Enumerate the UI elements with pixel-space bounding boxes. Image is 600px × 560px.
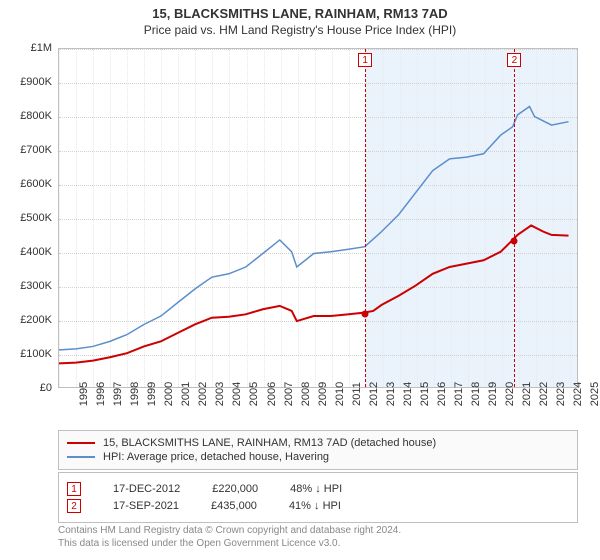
- y-tick-label: £400K: [20, 246, 52, 258]
- title-line-2: Price paid vs. HM Land Registry's House …: [0, 23, 600, 37]
- transaction-delta: 48% ↓ HPI: [290, 483, 342, 495]
- transactions-block: 1 17-DEC-2012 £220,000 48% ↓ HPI 2 17-SE…: [58, 472, 578, 523]
- legend-swatch-price: [67, 442, 95, 444]
- y-tick-label: £0: [40, 382, 52, 394]
- series-hpi: [59, 106, 569, 349]
- attribution-line-2: This data is licensed under the Open Gov…: [58, 537, 578, 550]
- chart-marker-dot-2: [511, 238, 518, 245]
- chart-marker-1: 1: [358, 53, 372, 67]
- transaction-date: 17-DEC-2012: [113, 483, 180, 495]
- y-tick-label: £300K: [20, 280, 52, 292]
- legend-label-hpi: HPI: Average price, detached house, Have…: [103, 451, 329, 463]
- transaction-price: £220,000: [212, 483, 258, 495]
- y-tick-label: £500K: [20, 212, 52, 224]
- attribution-line-1: Contains HM Land Registry data © Crown c…: [58, 524, 578, 537]
- legend-row-hpi: HPI: Average price, detached house, Have…: [67, 451, 569, 463]
- transaction-marker-1: 1: [67, 482, 81, 496]
- legend-swatch-hpi: [67, 456, 95, 458]
- line-series-svg: [59, 49, 577, 387]
- transaction-delta: 41% ↓ HPI: [289, 500, 341, 512]
- title-line-1: 15, BLACKSMITHS LANE, RAINHAM, RM13 7AD: [0, 6, 600, 21]
- transaction-date: 17-SEP-2021: [113, 500, 179, 512]
- y-tick-label: £200K: [20, 314, 52, 326]
- chart-marker-dot-1: [362, 311, 369, 318]
- y-tick-label: £800K: [20, 110, 52, 122]
- transaction-row: 2 17-SEP-2021 £435,000 41% ↓ HPI: [67, 499, 569, 513]
- legend-label-price: 15, BLACKSMITHS LANE, RAINHAM, RM13 7AD …: [103, 437, 436, 449]
- series-price_paid: [59, 225, 569, 363]
- y-tick-label: £600K: [20, 178, 52, 190]
- y-tick-label: £900K: [20, 76, 52, 88]
- chart-marker-2: 2: [507, 53, 521, 67]
- y-tick-label: £1M: [31, 42, 52, 54]
- attribution: Contains HM Land Registry data © Crown c…: [58, 524, 578, 550]
- transaction-row: 1 17-DEC-2012 £220,000 48% ↓ HPI: [67, 482, 569, 496]
- x-tick-label: 2025: [569, 382, 600, 406]
- page-root: 15, BLACKSMITHS LANE, RAINHAM, RM13 7AD …: [0, 0, 600, 560]
- legend: 15, BLACKSMITHS LANE, RAINHAM, RM13 7AD …: [58, 430, 578, 470]
- y-tick-label: £700K: [20, 144, 52, 156]
- transaction-marker-2: 2: [67, 499, 81, 513]
- y-tick-label: £100K: [20, 348, 52, 360]
- transaction-price: £435,000: [211, 500, 257, 512]
- chart: 12 £0£100K£200K£300K£400K£500K£600K£700K…: [58, 48, 578, 388]
- plot-area: 12: [58, 48, 578, 388]
- legend-row-price: 15, BLACKSMITHS LANE, RAINHAM, RM13 7AD …: [67, 437, 569, 449]
- title-block: 15, BLACKSMITHS LANE, RAINHAM, RM13 7AD …: [0, 0, 600, 37]
